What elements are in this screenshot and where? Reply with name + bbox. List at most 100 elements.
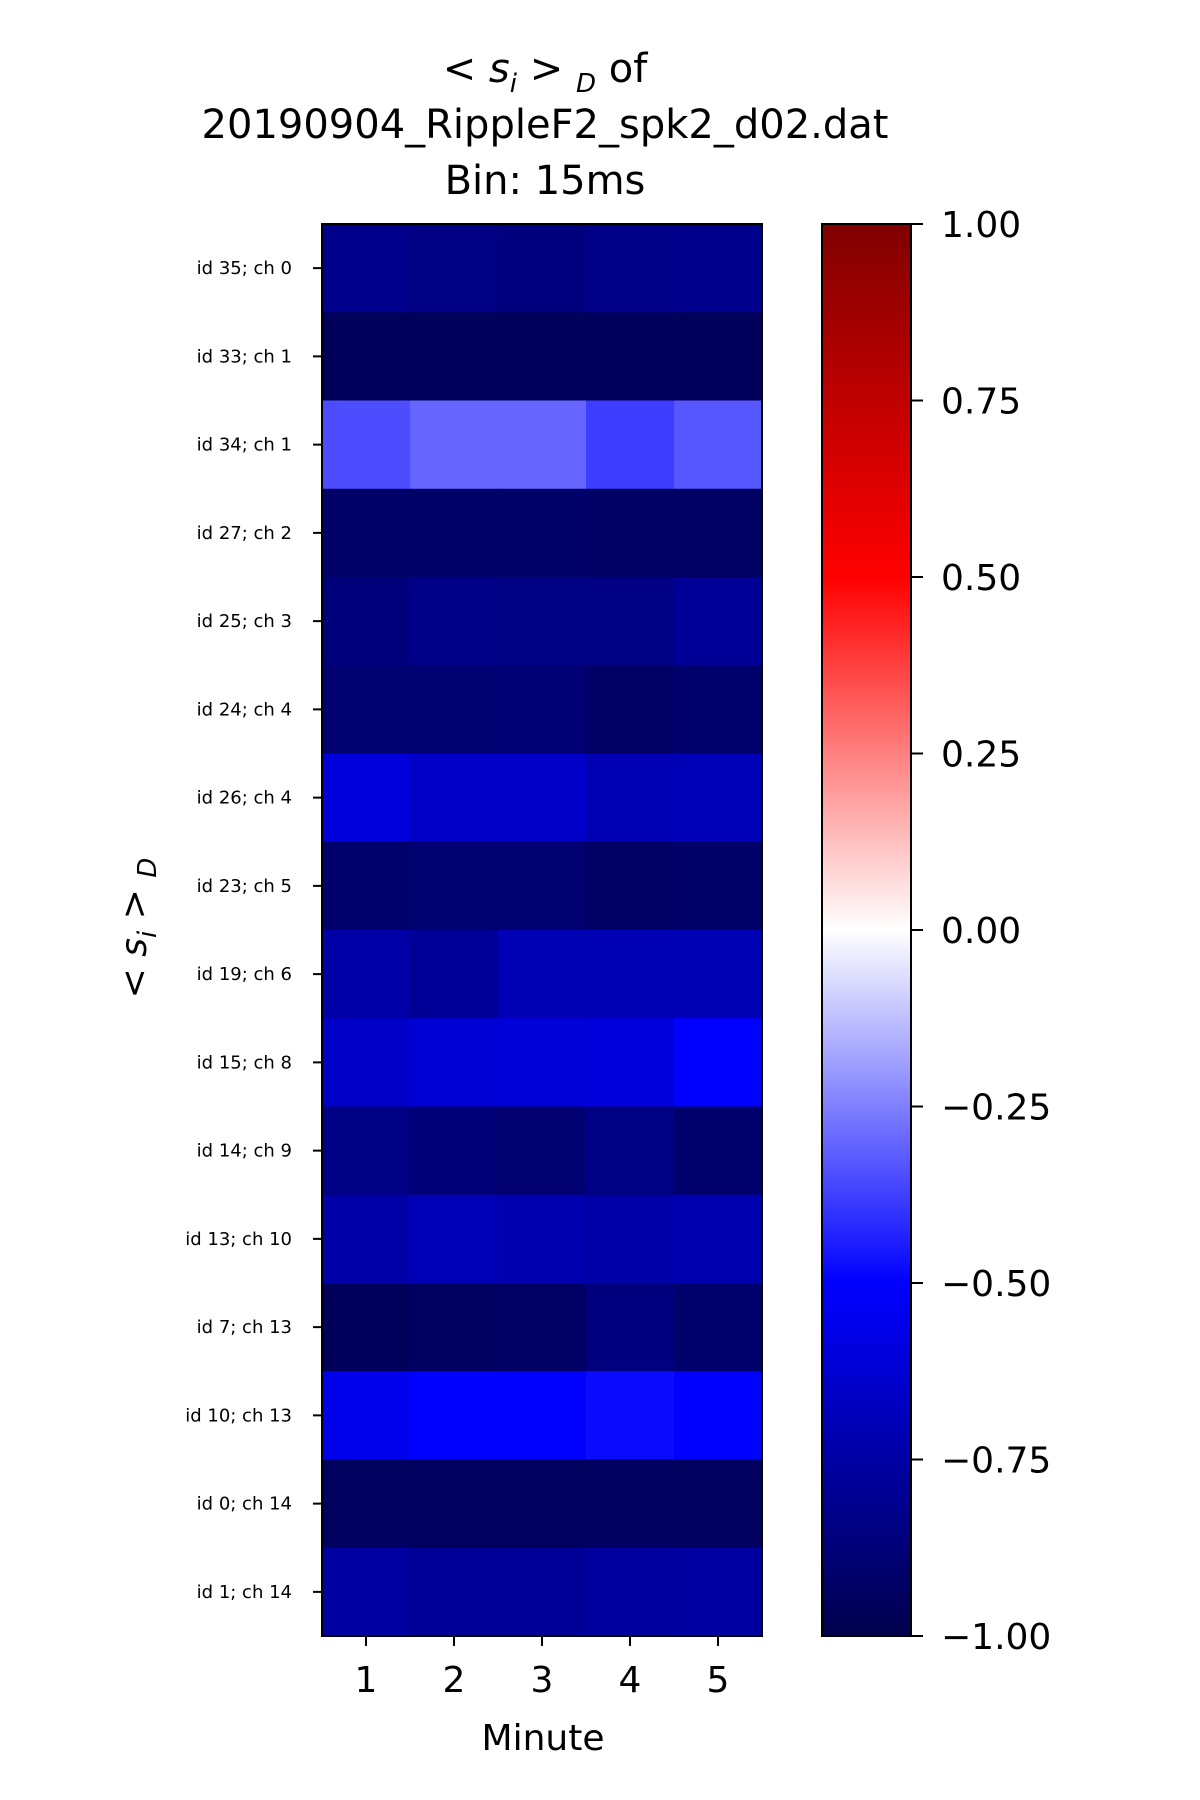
heatmap-cell xyxy=(498,753,587,843)
heatmap-cell xyxy=(322,841,411,931)
colorbar xyxy=(821,223,912,1637)
heatmap-cell xyxy=(410,1194,499,1284)
heatmap-cells xyxy=(322,224,763,1637)
heatmap-cell xyxy=(498,1459,587,1549)
chart-title-line1: < si > D of xyxy=(443,46,648,99)
heatmap-cell xyxy=(498,1106,587,1196)
heatmap-cell xyxy=(674,577,763,666)
heatmap-cell xyxy=(674,1194,763,1284)
heatmap-cell xyxy=(322,577,411,666)
heatmap-cell xyxy=(674,400,763,490)
y-tick-label: id 25; ch 3 xyxy=(197,611,292,632)
heatmap-cell xyxy=(322,1018,411,1107)
heatmap-cell xyxy=(674,1106,763,1196)
y-tick-label: id 14; ch 9 xyxy=(197,1141,292,1162)
y-tick-label: id 34; ch 1 xyxy=(197,435,292,456)
y-axis-label: < si > D xyxy=(114,858,163,999)
heatmap-cell xyxy=(674,1371,763,1460)
heatmap-cell xyxy=(586,1283,675,1372)
colorbar-tick-label: 0.50 xyxy=(941,558,1021,599)
y-tick-label: id 13; ch 10 xyxy=(185,1229,292,1250)
colorbar-tick-label: 0.25 xyxy=(941,735,1021,776)
y-tick-label: id 7; ch 13 xyxy=(197,1317,292,1338)
y-tick-label: id 24; ch 4 xyxy=(197,699,292,720)
chart-title-line3: Bin: 15ms xyxy=(445,158,646,204)
x-ticks: 1 2 3 4 5 xyxy=(355,1636,730,1701)
heatmap-cell xyxy=(322,312,411,401)
heatmap-cell xyxy=(586,841,675,931)
heatmap-cell xyxy=(586,753,675,843)
heatmap-cell xyxy=(586,930,675,1019)
heatmap-cell xyxy=(586,224,675,313)
x-tick-label: 1 xyxy=(355,1660,378,1701)
heatmap-cell xyxy=(586,665,675,754)
x-tick-label: 5 xyxy=(707,1660,730,1701)
heatmap-cell xyxy=(674,312,763,401)
heatmap-cell xyxy=(498,577,587,666)
heatmap-cell xyxy=(674,1018,763,1107)
colorbar-ticks: 1.00 0.75 0.50 0.25 0.00 −0.25 −0.50 −0.75 −1.00 xyxy=(911,205,1051,1658)
y-tick-label: id 0; ch 14 xyxy=(197,1494,292,1515)
heatmap-cell xyxy=(586,1547,675,1637)
heatmap-cell xyxy=(498,488,587,578)
heatmap-cell xyxy=(586,1106,675,1196)
heatmap-cell xyxy=(674,224,763,313)
heatmap-cell xyxy=(586,488,675,578)
heatmap-cell xyxy=(498,665,587,754)
heatmap-cell xyxy=(410,1018,499,1107)
heatmap-cell xyxy=(674,1283,763,1372)
heatmap-cell xyxy=(498,1547,587,1637)
colorbar-tick-label: −0.50 xyxy=(941,1264,1051,1305)
heatmap-cell xyxy=(322,1547,411,1637)
heatmap-cell xyxy=(674,1547,763,1637)
heatmap-cell xyxy=(586,1459,675,1549)
heatmap-cell xyxy=(322,1194,411,1284)
heatmap-cell xyxy=(498,1194,587,1284)
chart-title-line2: 20190904_RippleF2_spk2_d02.dat xyxy=(202,102,889,148)
heatmap-cell xyxy=(674,488,763,578)
heatmap-cell xyxy=(586,400,675,490)
y-tick-label: id 1; ch 14 xyxy=(197,1582,292,1603)
heatmap-cell xyxy=(322,224,411,313)
heatmap-cell xyxy=(322,1283,411,1372)
heatmap-cell xyxy=(586,312,675,401)
x-axis-label: Minute xyxy=(482,1718,605,1759)
colorbar-tick-label: −0.25 xyxy=(941,1088,1051,1129)
heatmap-cell xyxy=(410,665,499,754)
x-tick-label: 2 xyxy=(443,1660,466,1701)
heatmap-cell xyxy=(586,1018,675,1107)
x-tick-label: 3 xyxy=(531,1660,554,1701)
heatmap-cell xyxy=(674,753,763,843)
colorbar-tick-label: −0.75 xyxy=(941,1441,1051,1482)
heatmap-cell xyxy=(498,312,587,401)
heatmap-cell xyxy=(498,1018,587,1107)
heatmap-cell xyxy=(322,753,411,843)
heatmap-cell xyxy=(586,577,675,666)
heatmap-cell xyxy=(674,665,763,754)
y-tick-label: id 19; ch 6 xyxy=(197,964,292,985)
y-tick-label: id 27; ch 2 xyxy=(197,523,292,544)
y-tick-label: id 26; ch 4 xyxy=(197,788,292,809)
heatmap-cell xyxy=(322,1371,411,1460)
heatmap-cell xyxy=(410,400,499,490)
y-tick-label: id 33; ch 1 xyxy=(197,346,292,367)
heatmap-cell xyxy=(674,841,763,931)
heatmap-cell xyxy=(410,1459,499,1549)
heatmap-cell xyxy=(410,488,499,578)
y-tick-label: id 15; ch 8 xyxy=(197,1052,292,1073)
heatmap-cell xyxy=(410,1106,499,1196)
heatmap-cell xyxy=(322,665,411,754)
y-tick-label: id 10; ch 13 xyxy=(185,1405,292,1426)
heatmap-cell xyxy=(322,488,411,578)
heatmap-cell xyxy=(674,1459,763,1549)
heatmap-cell xyxy=(322,1459,411,1549)
heatmap-cell xyxy=(498,841,587,931)
heatmap-cell xyxy=(322,930,411,1019)
heatmap-cell xyxy=(674,930,763,1019)
colorbar-tick-label: 1.00 xyxy=(941,205,1021,246)
y-ticks: id 35; ch 0 id 33; ch 1 id 34; ch 1 id 27; … xyxy=(185,258,322,1603)
heatmap-cell xyxy=(498,224,587,313)
heatmap-cell xyxy=(498,1283,587,1372)
y-tick-label: id 23; ch 5 xyxy=(197,876,292,897)
